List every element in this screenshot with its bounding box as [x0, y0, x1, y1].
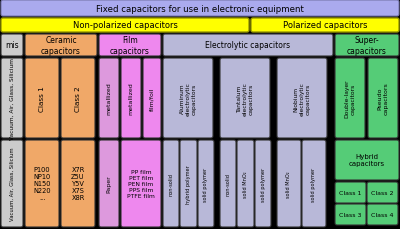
FancyBboxPatch shape — [367, 182, 398, 203]
FancyBboxPatch shape — [255, 140, 271, 227]
Text: metallized: metallized — [128, 82, 134, 115]
FancyBboxPatch shape — [163, 35, 333, 57]
FancyBboxPatch shape — [335, 204, 366, 225]
FancyBboxPatch shape — [335, 59, 365, 138]
FancyBboxPatch shape — [25, 59, 59, 138]
Text: Vacuum, Air, Glass, Silicium: Vacuum, Air, Glass, Silicium — [10, 58, 14, 139]
Text: P100
NP10
N150
N220
...: P100 NP10 N150 N220 ... — [33, 167, 51, 201]
Text: Niobium
electrolytic
capacitors: Niobium electrolytic capacitors — [294, 82, 310, 115]
Text: solid polymer: solid polymer — [260, 167, 266, 201]
FancyBboxPatch shape — [1, 19, 249, 33]
Text: Class 3: Class 3 — [339, 212, 362, 217]
FancyBboxPatch shape — [335, 35, 399, 57]
Text: Class 4: Class 4 — [371, 212, 394, 217]
Text: non-solid: non-solid — [168, 172, 174, 195]
Text: metallized: metallized — [106, 82, 112, 115]
FancyBboxPatch shape — [367, 204, 398, 225]
Text: Film
capacitors: Film capacitors — [110, 36, 150, 55]
Text: Super-
capacitors: Super- capacitors — [347, 36, 387, 55]
FancyBboxPatch shape — [277, 140, 301, 227]
Text: Ceramic
capacitors: Ceramic capacitors — [41, 36, 81, 55]
Text: Class 1: Class 1 — [39, 86, 45, 111]
Text: Vacuum, Air, Glass, Silicium: Vacuum, Air, Glass, Silicium — [10, 147, 14, 220]
FancyBboxPatch shape — [335, 182, 366, 203]
FancyBboxPatch shape — [99, 59, 119, 138]
FancyBboxPatch shape — [25, 140, 59, 227]
FancyBboxPatch shape — [1, 1, 399, 17]
Text: solid polymer: solid polymer — [312, 167, 316, 201]
FancyBboxPatch shape — [99, 140, 119, 227]
Text: non-solid: non-solid — [226, 172, 230, 195]
Text: Electrolytic capacitors: Electrolytic capacitors — [206, 41, 290, 50]
FancyBboxPatch shape — [220, 59, 270, 138]
FancyBboxPatch shape — [277, 59, 327, 138]
Text: solid MnO₂: solid MnO₂ — [286, 170, 292, 197]
Text: Class 1: Class 1 — [339, 190, 362, 195]
FancyBboxPatch shape — [1, 59, 23, 138]
FancyBboxPatch shape — [121, 140, 161, 227]
FancyBboxPatch shape — [368, 59, 398, 138]
Text: Class 2: Class 2 — [371, 190, 394, 195]
Text: Double-layer
capacitors: Double-layer capacitors — [345, 79, 355, 118]
FancyBboxPatch shape — [163, 140, 179, 227]
Text: Paper: Paper — [106, 175, 112, 193]
FancyBboxPatch shape — [99, 35, 161, 57]
FancyBboxPatch shape — [121, 59, 141, 138]
Text: film/foil: film/foil — [150, 87, 154, 110]
Text: Tantalum
electrolytic
capacitors: Tantalum electrolytic capacitors — [237, 82, 253, 115]
FancyBboxPatch shape — [237, 140, 254, 227]
Text: Aluminum
electrolytic
capacitors: Aluminum electrolytic capacitors — [180, 82, 196, 115]
Text: solid MnO₂: solid MnO₂ — [243, 170, 248, 197]
Text: solid polymer: solid polymer — [204, 167, 208, 201]
Text: hybrid polymer: hybrid polymer — [186, 164, 191, 203]
Text: Fixed capacitors for use in electronic equipment: Fixed capacitors for use in electronic e… — [96, 5, 304, 14]
Text: Polarized capacitors: Polarized capacitors — [283, 21, 367, 30]
FancyBboxPatch shape — [163, 59, 213, 138]
FancyBboxPatch shape — [1, 140, 23, 227]
FancyBboxPatch shape — [302, 140, 326, 227]
Text: Class 2: Class 2 — [75, 86, 81, 111]
Text: mis: mis — [5, 41, 19, 50]
Text: PP film
PET film
PEN film
PPS film
PTFE film: PP film PET film PEN film PPS film PTFE … — [127, 170, 155, 198]
FancyBboxPatch shape — [25, 35, 97, 57]
FancyBboxPatch shape — [198, 140, 214, 227]
FancyBboxPatch shape — [61, 140, 95, 227]
FancyBboxPatch shape — [335, 140, 399, 180]
FancyBboxPatch shape — [251, 19, 399, 33]
FancyBboxPatch shape — [1, 35, 23, 57]
FancyBboxPatch shape — [143, 59, 161, 138]
Text: Pseudo
capacitors: Pseudo capacitors — [378, 82, 388, 115]
Text: X7R
Z5U
Y5V
X7S
X8R: X7R Z5U Y5V X7S X8R — [71, 167, 85, 201]
Text: Non-polarized capacitors: Non-polarized capacitors — [72, 21, 178, 30]
FancyBboxPatch shape — [220, 140, 236, 227]
FancyBboxPatch shape — [61, 59, 95, 138]
FancyBboxPatch shape — [180, 140, 197, 227]
Text: Hybrid
capacitors: Hybrid capacitors — [349, 154, 385, 167]
